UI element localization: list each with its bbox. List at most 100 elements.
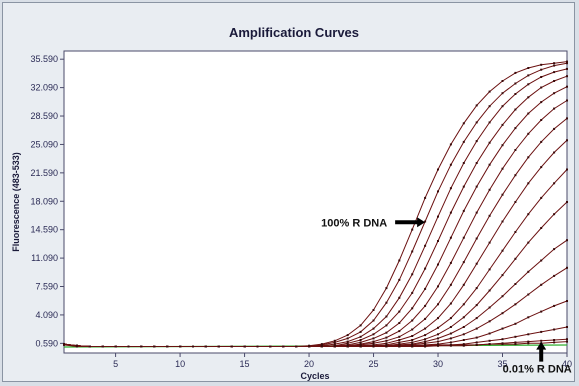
curve-point	[449, 317, 452, 320]
curve-point	[540, 86, 543, 89]
curve-point	[385, 324, 388, 327]
curve-point	[437, 333, 439, 336]
curve-point	[540, 259, 543, 262]
curve-point	[449, 302, 452, 305]
curve-point	[437, 168, 439, 171]
curve-point	[346, 334, 349, 337]
curve-point	[514, 71, 517, 74]
curve-point	[372, 319, 375, 322]
curve-point	[527, 96, 530, 99]
curve-point	[566, 99, 568, 102]
curve-point	[540, 63, 543, 66]
curve-point	[385, 339, 388, 342]
curve-point	[514, 201, 517, 203]
curve-point	[553, 182, 556, 185]
curve-point	[437, 340, 439, 343]
curve-point	[501, 92, 504, 95]
curve-point	[372, 309, 375, 311]
curve-point	[566, 67, 568, 70]
curve-point	[449, 187, 452, 190]
y-tick-label: 4.090	[35, 310, 58, 320]
curve-point	[553, 127, 556, 130]
curve-point	[359, 324, 362, 327]
curve-point	[566, 239, 568, 242]
curve-point	[501, 105, 504, 108]
curve-point	[243, 345, 246, 348]
curve-point	[488, 289, 491, 292]
curve-point	[411, 307, 414, 310]
curve-point	[566, 340, 568, 343]
curve-point	[449, 143, 452, 146]
curve-point	[333, 339, 336, 342]
curve-point	[437, 343, 439, 346]
curve-point	[566, 85, 568, 88]
curve-point	[514, 257, 517, 260]
curve-point	[372, 327, 375, 330]
curve-point	[385, 315, 388, 318]
curve-point	[372, 333, 375, 336]
x-tick-label: 5	[113, 359, 118, 369]
curve-point	[462, 303, 465, 306]
curve-point	[501, 167, 504, 170]
curve-point	[424, 340, 427, 343]
curve-point	[217, 345, 220, 348]
curve-point	[398, 344, 401, 347]
curve-point	[488, 90, 491, 93]
curve-point	[449, 236, 452, 239]
curve-point	[501, 295, 504, 298]
curve-point	[411, 328, 414, 331]
curve-point	[475, 343, 478, 346]
curve-point	[475, 341, 478, 344]
curve-point	[308, 345, 311, 348]
curve-point	[385, 287, 388, 290]
x-tick-label: 25	[369, 359, 379, 369]
curve-point	[449, 337, 452, 340]
curve-point	[488, 163, 491, 166]
x-tick-label: 20	[304, 359, 314, 369]
curve-point	[514, 93, 517, 95]
curve-point	[359, 345, 362, 348]
curve-point	[540, 330, 543, 333]
curve-point	[553, 248, 556, 251]
curve-point	[527, 74, 530, 77]
curve-point	[540, 140, 543, 143]
curve-point	[514, 341, 517, 344]
curve-point	[488, 306, 491, 309]
curve-point	[204, 345, 207, 348]
curve-point	[346, 337, 349, 340]
curve-point	[553, 213, 556, 216]
annotation-label: 0.01% R DNA	[503, 364, 572, 376]
curve-point	[372, 342, 375, 345]
curve-point	[462, 209, 465, 212]
curve-point	[333, 341, 336, 344]
curve-point	[437, 240, 439, 242]
curve-point	[256, 345, 259, 348]
curve-point	[514, 231, 517, 233]
curve-point	[566, 139, 568, 142]
x-axis-label: Cycles	[300, 371, 329, 381]
curve-point	[462, 333, 465, 336]
curve-point	[88, 345, 91, 348]
curve-point	[501, 312, 504, 315]
annotation-arrow-up	[536, 341, 547, 362]
curve-point	[488, 268, 491, 271]
curve-point	[514, 343, 517, 346]
curve-point	[462, 122, 465, 125]
curve-point	[449, 261, 452, 264]
curve-point	[527, 270, 530, 273]
curve-point	[488, 339, 491, 342]
curve-point	[475, 121, 478, 124]
curve-point	[475, 104, 478, 107]
curve-point	[398, 322, 401, 324]
curve-point	[320, 345, 323, 348]
curve-point	[501, 123, 504, 126]
curve-point	[153, 345, 156, 348]
curve-point	[411, 228, 414, 231]
curve-point	[449, 326, 452, 328]
curve-point	[540, 119, 543, 121]
curve-point	[424, 267, 427, 270]
curve-point	[501, 249, 504, 252]
curve-point	[540, 68, 543, 71]
curve-point	[449, 163, 452, 166]
curve-point	[424, 338, 427, 341]
